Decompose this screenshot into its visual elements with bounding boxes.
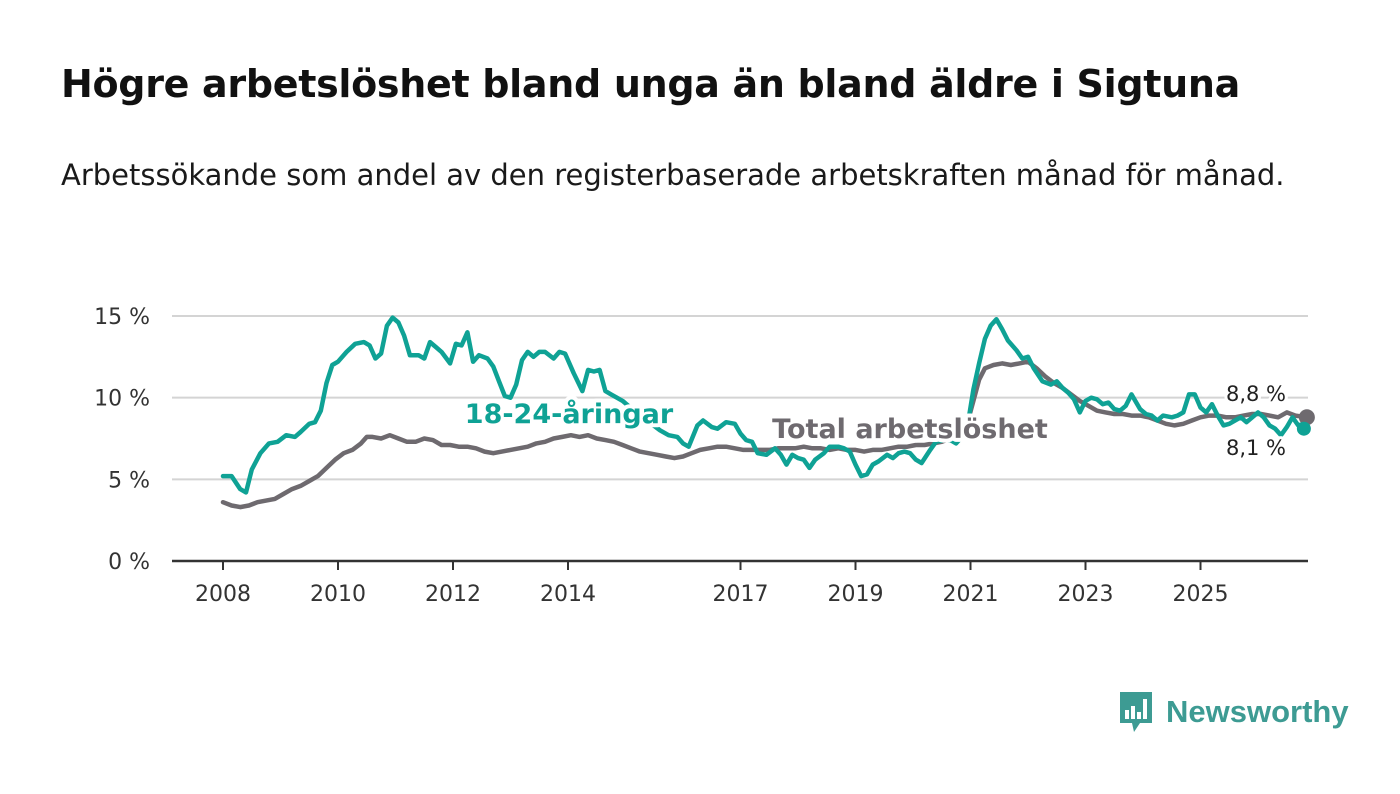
x-tick-label: 2010	[310, 582, 366, 607]
newsworthy-logo[interactable]: Newsworthy	[1118, 690, 1349, 734]
series-label-total: Total arbetslöshet	[772, 414, 1048, 445]
series-line-youth	[220, 315, 1310, 495]
x-tick-label: 2019	[828, 582, 884, 607]
x-tick-label: 2021	[943, 582, 999, 607]
end-value-label-total-halo: 8,8 %	[1226, 382, 1286, 406]
y-tick-label: 15 %	[94, 305, 150, 330]
chart-title: Högre arbetslöshet bland unga än bland ä…	[61, 62, 1240, 106]
y-tick-label: 10 %	[94, 387, 150, 412]
x-tick-label: 2023	[1058, 582, 1114, 607]
y-tick-label: 0 %	[108, 550, 150, 575]
end-value-label-total: 8,8 %	[1226, 382, 1286, 406]
series-end-marker-youth	[1296, 421, 1311, 436]
newsworthy-logo-icon	[1120, 692, 1152, 732]
x-tick-label: 2008	[195, 582, 251, 607]
chart-subtitle: Arbetssökande som andel av den registerb…	[61, 158, 1285, 192]
x-tick-label: 2012	[425, 582, 481, 607]
series-label-total-halo: Total arbetslöshet	[772, 414, 1048, 445]
x-tick-label: 2014	[540, 582, 596, 607]
x-tick-label: 2025	[1173, 582, 1229, 607]
end-value-label-youth: 8,1 %	[1226, 436, 1286, 460]
x-tick-label: 2017	[713, 582, 769, 607]
end-value-label-youth-halo: 8,1 %	[1226, 436, 1286, 460]
y-tick-label: 5 %	[108, 468, 150, 493]
series-label-youth-halo: 18-24-åringar	[465, 398, 674, 430]
series-line-total	[220, 359, 1310, 510]
series-label-youth: 18-24-åringar	[465, 398, 674, 430]
series-end-marker-total	[1298, 409, 1315, 426]
newsworthy-logo-text: Newsworthy	[1166, 694, 1349, 729]
